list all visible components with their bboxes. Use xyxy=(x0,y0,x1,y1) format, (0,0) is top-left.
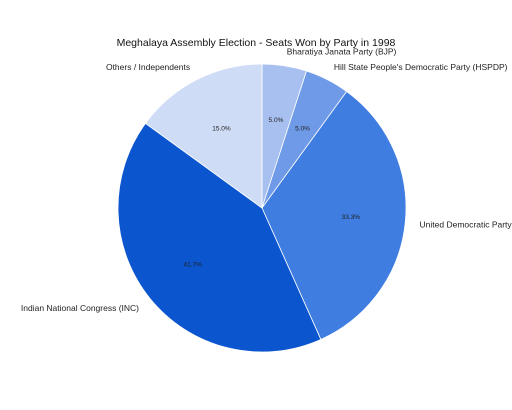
slice-label-united-democratic-party: United Democratic Party xyxy=(420,219,512,229)
pie-slice-united-democratic-party xyxy=(261,90,407,340)
percent-label-hill-state-people-s-democratic-party-hspdp: 5.0% xyxy=(295,125,310,132)
percent-label-others-independents: 15.0% xyxy=(212,125,231,132)
pie-slice-indian-national-congress-inc xyxy=(117,122,322,353)
percent-label-indian-national-congress-inc: 41.7% xyxy=(183,261,202,268)
slice-label-others-independents: Others / Independents xyxy=(106,62,190,72)
pie-slices xyxy=(117,63,407,353)
pie-slice-others-independents xyxy=(144,63,263,209)
percent-labels: 5.0% 5.0% 33.3% 41.7% 15.0% xyxy=(183,117,360,268)
slice-labels: Bharatiya Janata Party (BJP) Hill State P… xyxy=(21,47,512,313)
slice-label-bharatiya-janata-party-bjp: Bharatiya Janata Party (BJP) xyxy=(287,47,397,57)
chart-title: Meghalaya Assembly Election - Seats Won … xyxy=(117,37,396,49)
slice-label-indian-national-congress-inc: Indian National Congress (INC) xyxy=(21,303,139,313)
percent-label-bharatiya-janata-party-bjp: 5.0% xyxy=(269,117,284,124)
slice-label-hill-state-people-s-democratic-party-hspdp: Hill State People's Democratic Party (HS… xyxy=(334,62,508,72)
percent-label-united-democratic-party: 33.3% xyxy=(342,214,361,221)
